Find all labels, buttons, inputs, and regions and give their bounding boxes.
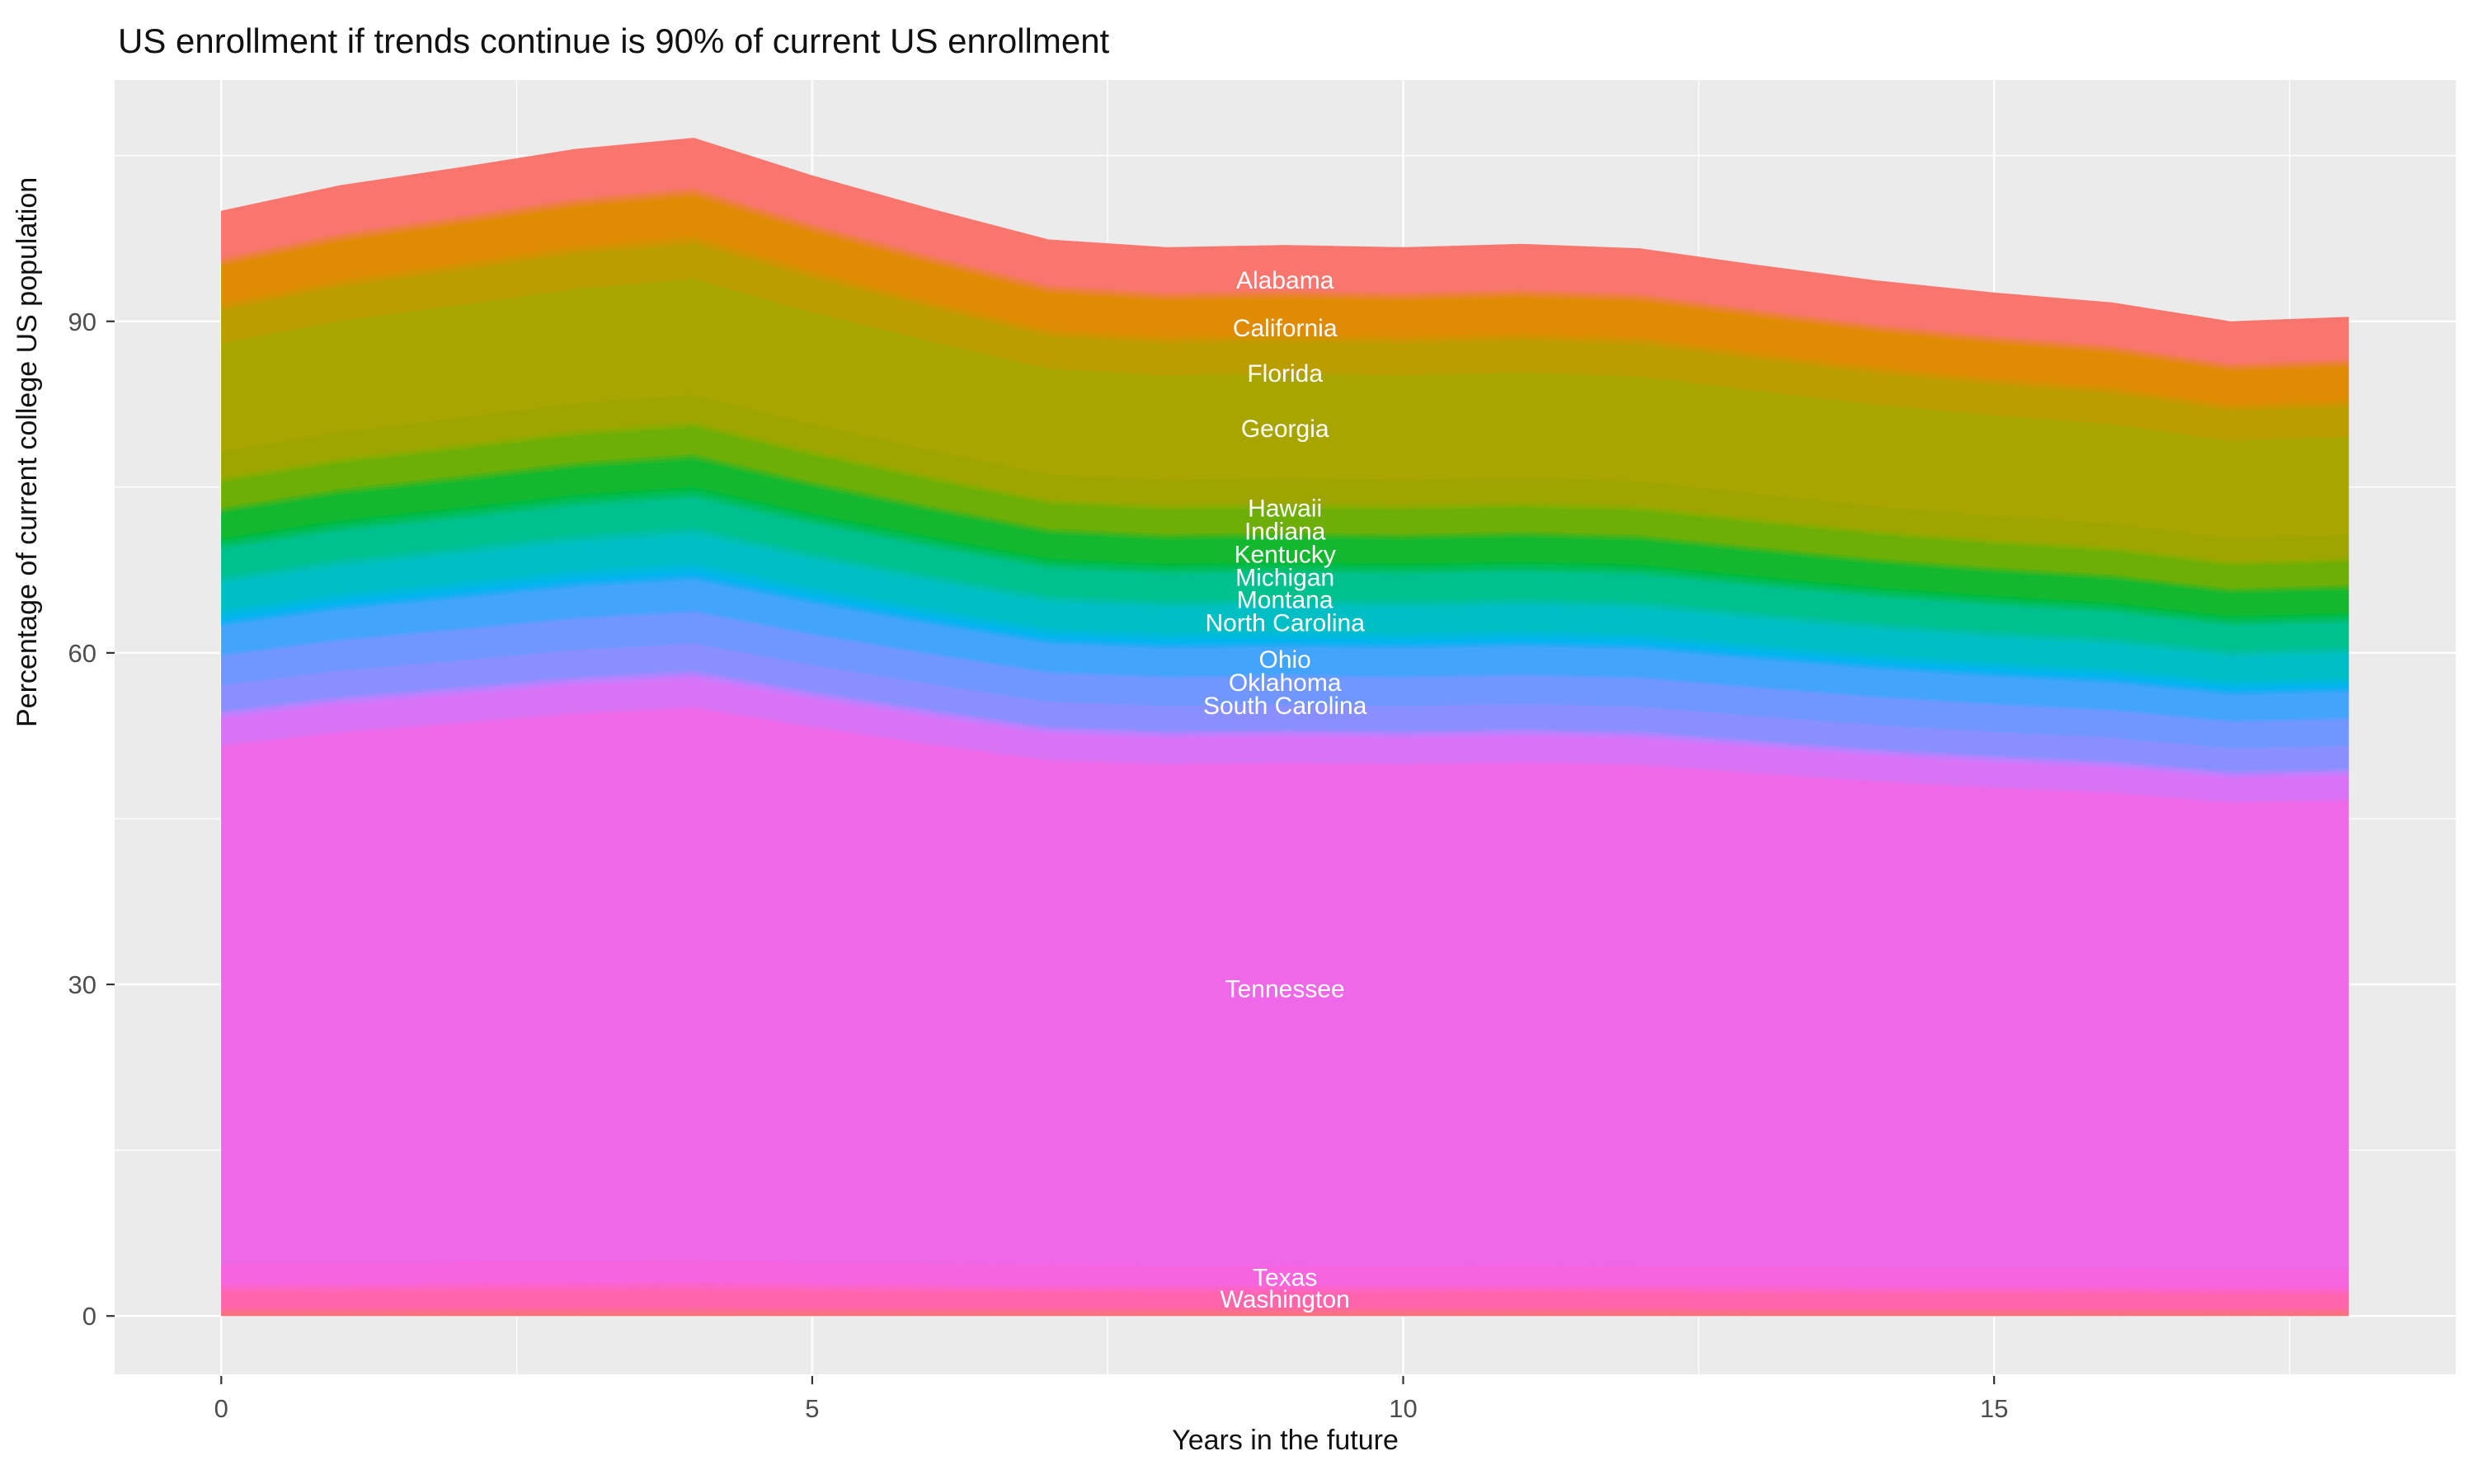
- y-axis-title: Percentage of current college US populat…: [12, 176, 43, 727]
- state-label-ohio: Ohio: [1258, 646, 1310, 674]
- area-band-alabama: [221, 138, 2349, 364]
- chart-title: US enrollment if trends continue is 90% …: [118, 21, 1110, 60]
- y-tick-label: 30: [68, 970, 96, 999]
- x-tick-label: 10: [1389, 1394, 1417, 1423]
- state-label-georgia: Georgia: [1241, 416, 1329, 443]
- state-label-north-carolina: North Carolina: [1205, 610, 1365, 637]
- state-label-alabama: Alabama: [1236, 267, 1334, 294]
- state-label-montana: Montana: [1237, 587, 1333, 614]
- x-axis-title: Years in the future: [1172, 1425, 1399, 1456]
- state-label-kentucky: Kentucky: [1234, 542, 1335, 569]
- state-label-oklahoma: Oklahoma: [1229, 669, 1342, 697]
- state-label-california: California: [1233, 315, 1338, 342]
- state-label-florida: Florida: [1247, 360, 1323, 387]
- state-label-texas: Texas: [1253, 1264, 1317, 1291]
- x-tick-label: 5: [805, 1394, 819, 1423]
- state-label-michigan: Michigan: [1235, 565, 1334, 592]
- x-tick-label: 15: [1980, 1394, 2008, 1423]
- y-tick-label: 90: [68, 308, 96, 336]
- y-tick-label: 60: [68, 639, 96, 668]
- state-label-tennessee: Tennessee: [1225, 975, 1345, 1003]
- state-label-washington: Washington: [1221, 1286, 1350, 1313]
- state-label-south-carolina: South Carolina: [1203, 693, 1367, 720]
- state-label-indiana: Indiana: [1244, 518, 1326, 545]
- y-tick-label: 0: [82, 1302, 96, 1331]
- x-tick-label: 0: [214, 1394, 228, 1423]
- state-label-hawaii: Hawaii: [1248, 495, 1322, 522]
